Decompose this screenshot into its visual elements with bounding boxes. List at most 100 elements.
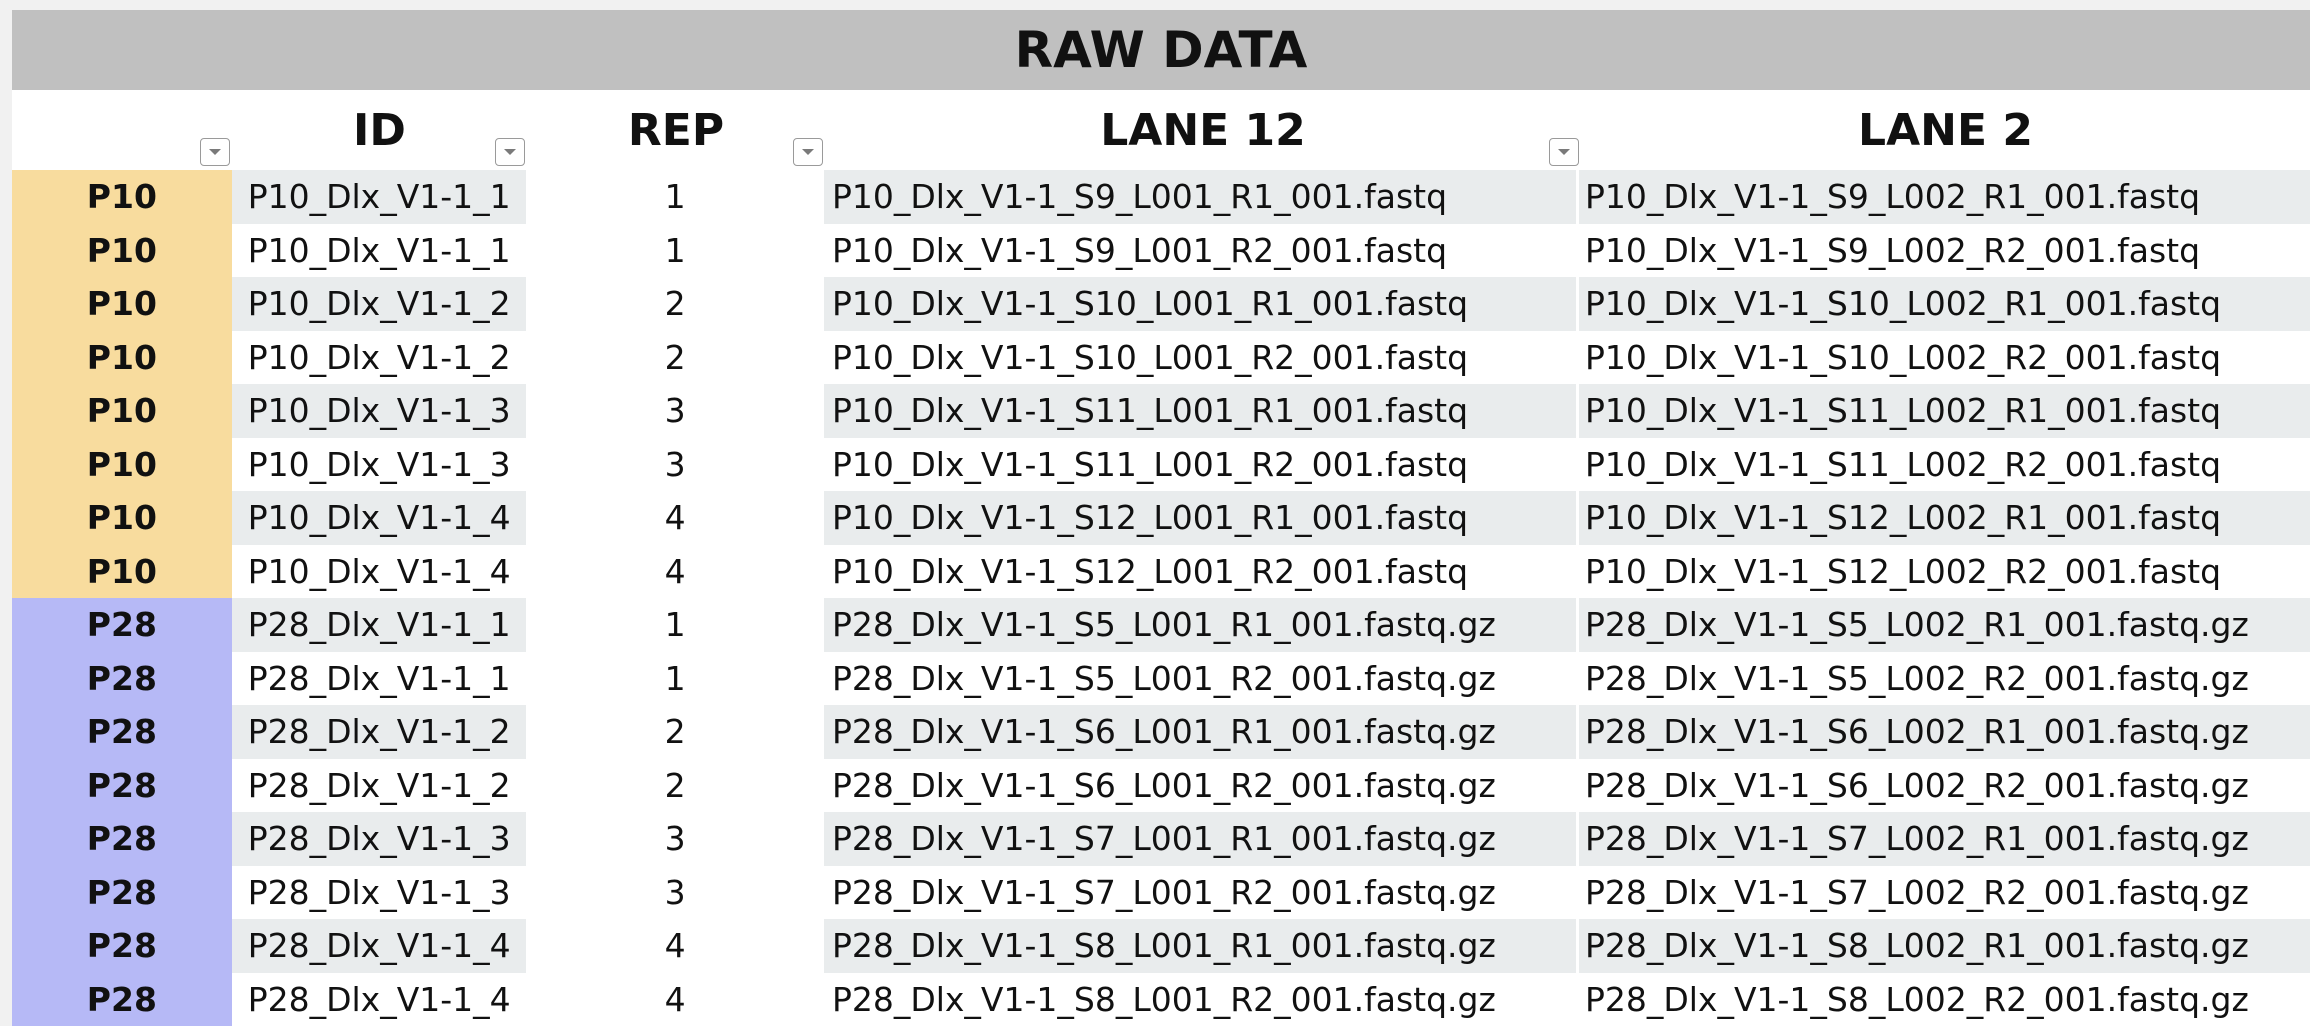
column-divider (1575, 384, 1579, 438)
group-cell[interactable]: P10 (12, 170, 232, 224)
lane2-cell[interactable]: P10_Dlx_V1-1_S10_L002_R1_001.fastq (1578, 277, 2310, 331)
lane2-cell[interactable]: P28_Dlx_V1-1_S5_L002_R2_001.fastq.gz (1578, 651, 2310, 705)
group-cell[interactable]: P28 (12, 812, 232, 866)
id-cell[interactable]: P10_Dlx_V1-1_2 (231, 330, 527, 384)
id-cell[interactable]: P28_Dlx_V1-1_1 (231, 651, 527, 705)
lane12-cell[interactable]: P28_Dlx_V1-1_S8_L001_R2_001.fastq.gz (823, 972, 1576, 1026)
lane12-cell[interactable]: P10_Dlx_V1-1_S12_L001_R1_001.fastq (823, 491, 1576, 545)
group-cell[interactable]: P10 (12, 544, 232, 598)
table-row: P10 P10_Dlx_V1-1_2 2 P10_Dlx_V1-1_S10_L001_… (12, 277, 2310, 331)
id-cell[interactable]: P28_Dlx_V1-1_3 (231, 812, 527, 866)
rep-cell[interactable]: 4 (526, 491, 824, 545)
dropdown-triangle-icon (504, 149, 516, 155)
id-cell[interactable]: P10_Dlx_V1-1_4 (231, 544, 527, 598)
lane12-cell[interactable]: P28_Dlx_V1-1_S5_L001_R2_001.fastq.gz (823, 651, 1576, 705)
lane12-cell[interactable]: P10_Dlx_V1-1_S10_L001_R2_001.fastq (823, 330, 1576, 384)
rep-cell[interactable]: 4 (526, 544, 824, 598)
group-cell[interactable]: P10 (12, 223, 232, 277)
id-cell[interactable]: P10_Dlx_V1-1_1 (231, 170, 527, 224)
column-header-lane12[interactable]: LANE 12 (825, 90, 1581, 170)
lane12-cell[interactable]: P28_Dlx_V1-1_S6_L001_R2_001.fastq.gz (823, 758, 1576, 812)
lane12-cell[interactable]: P10_Dlx_V1-1_S10_L001_R1_001.fastq (823, 277, 1576, 331)
rep-cell[interactable]: 1 (526, 170, 824, 224)
group-cell[interactable]: P10 (12, 437, 232, 491)
table-row: P28 P28_Dlx_V1-1_2 2 P28_Dlx_V1-1_S6_L001_R… (12, 705, 2310, 759)
group-cell[interactable]: P28 (12, 972, 232, 1026)
rep-cell[interactable]: 2 (526, 277, 824, 331)
lane12-cell[interactable]: P10_Dlx_V1-1_S11_L001_R2_001.fastq (823, 437, 1576, 491)
lane12-cell[interactable]: P10_Dlx_V1-1_S9_L001_R2_001.fastq (823, 223, 1576, 277)
id-cell[interactable]: P28_Dlx_V1-1_1 (231, 598, 527, 652)
lane12-cell[interactable]: P10_Dlx_V1-1_S11_L001_R1_001.fastq (823, 384, 1576, 438)
lane2-cell[interactable]: P28_Dlx_V1-1_S6_L002_R2_001.fastq.gz (1578, 758, 2310, 812)
rep-cell[interactable]: 3 (526, 437, 824, 491)
group-cell[interactable]: P28 (12, 651, 232, 705)
column-header-group[interactable] (12, 90, 232, 170)
id-cell[interactable]: P28_Dlx_V1-1_3 (231, 865, 527, 919)
rep-cell[interactable]: 1 (526, 651, 824, 705)
lane2-cell[interactable]: P28_Dlx_V1-1_S7_L002_R1_001.fastq.gz (1578, 812, 2310, 866)
column-divider (1575, 865, 1579, 919)
lane12-cell[interactable]: P28_Dlx_V1-1_S7_L001_R2_001.fastq.gz (823, 865, 1576, 919)
id-cell[interactable]: P28_Dlx_V1-1_2 (231, 705, 527, 759)
id-cell[interactable]: P10_Dlx_V1-1_4 (231, 491, 527, 545)
lane2-cell[interactable]: P10_Dlx_V1-1_S11_L002_R2_001.fastq (1578, 437, 2310, 491)
lane2-cell[interactable]: P28_Dlx_V1-1_S8_L002_R2_001.fastq.gz (1578, 972, 2310, 1026)
rep-cell[interactable]: 4 (526, 919, 824, 973)
column-header-lane2[interactable]: LANE 2 (1581, 90, 2310, 170)
lane12-cell[interactable]: P28_Dlx_V1-1_S6_L001_R1_001.fastq.gz (823, 705, 1576, 759)
lane12-cell[interactable]: P28_Dlx_V1-1_S8_L001_R1_001.fastq.gz (823, 919, 1576, 973)
rep-cell[interactable]: 1 (526, 223, 824, 277)
id-cell[interactable]: P28_Dlx_V1-1_4 (231, 919, 527, 973)
id-cell[interactable]: P10_Dlx_V1-1_2 (231, 277, 527, 331)
lane2-cell[interactable]: P28_Dlx_V1-1_S8_L002_R1_001.fastq.gz (1578, 919, 2310, 973)
filter-button-lane12[interactable] (1549, 138, 1579, 166)
lane2-cell[interactable]: P10_Dlx_V1-1_S11_L002_R1_001.fastq (1578, 384, 2310, 438)
filter-button-id[interactable] (495, 138, 525, 166)
lane2-cell[interactable]: P10_Dlx_V1-1_S12_L002_R2_001.fastq (1578, 544, 2310, 598)
lane2-cell[interactable]: P10_Dlx_V1-1_S9_L002_R2_001.fastq (1578, 223, 2310, 277)
lane12-cell[interactable]: P28_Dlx_V1-1_S5_L001_R1_001.fastq.gz (823, 598, 1576, 652)
rep-cell[interactable]: 3 (526, 812, 824, 866)
rep-cell[interactable]: 4 (526, 972, 824, 1026)
group-cell[interactable]: P28 (12, 598, 232, 652)
id-cell[interactable]: P28_Dlx_V1-1_4 (231, 972, 527, 1026)
filter-button-group[interactable] (200, 138, 230, 166)
rep-cell[interactable]: 2 (526, 330, 824, 384)
id-cell[interactable]: P10_Dlx_V1-1_3 (231, 437, 527, 491)
column-divider (1575, 758, 1579, 812)
column-header-rep[interactable]: REP (527, 90, 825, 170)
column-divider (1575, 598, 1579, 652)
group-cell[interactable]: P28 (12, 705, 232, 759)
group-cell[interactable]: P28 (12, 758, 232, 812)
lane2-cell[interactable]: P28_Dlx_V1-1_S6_L002_R1_001.fastq.gz (1578, 705, 2310, 759)
lane2-cell[interactable]: P28_Dlx_V1-1_S5_L002_R1_001.fastq.gz (1578, 598, 2310, 652)
lane12-cell[interactable]: P10_Dlx_V1-1_S12_L001_R2_001.fastq (823, 544, 1576, 598)
table-title: RAW DATA (12, 10, 2310, 90)
group-cell[interactable]: P28 (12, 919, 232, 973)
rep-cell[interactable]: 2 (526, 758, 824, 812)
filter-button-rep[interactable] (793, 138, 823, 166)
lane2-cell[interactable]: P10_Dlx_V1-1_S9_L002_R1_001.fastq (1578, 170, 2310, 224)
lane2-cell[interactable]: P10_Dlx_V1-1_S12_L002_R1_001.fastq (1578, 491, 2310, 545)
column-header-id[interactable]: ID (232, 90, 527, 170)
lane2-cell[interactable]: P28_Dlx_V1-1_S7_L002_R2_001.fastq.gz (1578, 865, 2310, 919)
group-cell[interactable]: P10 (12, 330, 232, 384)
rep-cell[interactable]: 3 (526, 865, 824, 919)
rep-cell[interactable]: 3 (526, 384, 824, 438)
group-cell[interactable]: P10 (12, 491, 232, 545)
rep-cell[interactable]: 1 (526, 598, 824, 652)
lane2-cell[interactable]: P10_Dlx_V1-1_S10_L002_R2_001.fastq (1578, 330, 2310, 384)
lane12-cell[interactable]: P10_Dlx_V1-1_S9_L001_R1_001.fastq (823, 170, 1576, 224)
group-cell[interactable]: P28 (12, 865, 232, 919)
id-cell[interactable]: P10_Dlx_V1-1_1 (231, 223, 527, 277)
rep-cell[interactable]: 2 (526, 705, 824, 759)
lane12-cell[interactable]: P28_Dlx_V1-1_S7_L001_R1_001.fastq.gz (823, 812, 1576, 866)
column-header-id-label: ID (353, 104, 406, 156)
group-cell[interactable]: P10 (12, 277, 232, 331)
id-cell[interactable]: P10_Dlx_V1-1_3 (231, 384, 527, 438)
group-cell[interactable]: P10 (12, 384, 232, 438)
id-cell[interactable]: P28_Dlx_V1-1_2 (231, 758, 527, 812)
column-divider (1575, 919, 1579, 973)
column-divider (1575, 330, 1579, 384)
